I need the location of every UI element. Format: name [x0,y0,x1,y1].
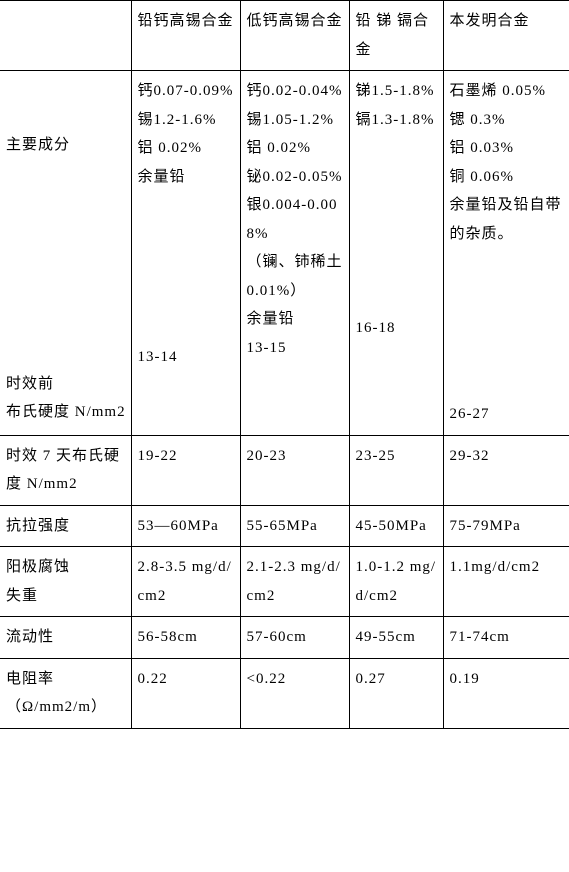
header-cell-blank [0,1,131,71]
cell: 0.27 [349,658,443,728]
cell: 71-74cm [443,617,569,659]
cell: 0.19 [443,658,569,728]
alloy-comparison-table: 铅钙高锡合金 低钙高锡合金 铅 锑 镉合金 本发明合金 主要成分 时效前 布氏硬… [0,0,569,729]
row-label: 阳极腐蚀 失重 [0,547,131,617]
cell: 锑1.5-1.8% 镉1.3-1.8% 16-18 [349,71,443,436]
cell: 45-50MPa [349,505,443,547]
row-label: 时效 7 天布氏硬度 N/mm2 [0,435,131,505]
cell: 23-25 [349,435,443,505]
cell: 0.22 [131,658,240,728]
table-header-row: 铅钙高锡合金 低钙高锡合金 铅 锑 镉合金 本发明合金 [0,1,569,71]
table-row: 抗拉强度 53—60MPa 55-65MPa 45-50MPa 75-79MPa [0,505,569,547]
cell: 20-23 [240,435,349,505]
header-cell: 铅钙高锡合金 [131,1,240,71]
cell: 2.1-2.3 mg/d/cm2 [240,547,349,617]
row-label: 抗拉强度 [0,505,131,547]
cell: 钙0.07-0.09% 锡1.2-1.6% 铝 0.02% 余量铅 13-14 [131,71,240,436]
cell: 57-60cm [240,617,349,659]
cell: 29-32 [443,435,569,505]
cell: 2.8-3.5 mg/d/cm2 [131,547,240,617]
cell: 石墨烯 0.05% 锶 0.3% 铝 0.03% 铜 0.06% 余量铅及铅自带… [443,71,569,436]
cell: 49-55cm [349,617,443,659]
cell: 56-58cm [131,617,240,659]
header-cell: 本发明合金 [443,1,569,71]
header-cell: 低钙高锡合金 [240,1,349,71]
header-cell: 铅 锑 镉合金 [349,1,443,71]
cell: <0.22 [240,658,349,728]
cell: 1.1mg/d/cm2 [443,547,569,617]
cell: 55-65MPa [240,505,349,547]
table-row: 流动性 56-58cm 57-60cm 49-55cm 71-74cm [0,617,569,659]
table-row: 电阻率 （Ω/mm2/m） 0.22 <0.22 0.27 0.19 [0,658,569,728]
cell: 19-22 [131,435,240,505]
row-label: 流动性 [0,617,131,659]
row-label: 电阻率 （Ω/mm2/m） [0,658,131,728]
cell: 钙0.02-0.04% 锡1.05-1.2% 铝 0.02% 铋0.02-0.0… [240,71,349,436]
row-label: 主要成分 时效前 布氏硬度 N/mm2 [0,71,131,436]
table-row: 阳极腐蚀 失重 2.8-3.5 mg/d/cm2 2.1-2.3 mg/d/cm… [0,547,569,617]
cell: 53—60MPa [131,505,240,547]
table-row: 时效 7 天布氏硬度 N/mm2 19-22 20-23 23-25 29-32 [0,435,569,505]
cell: 75-79MPa [443,505,569,547]
cell: 1.0-1.2 mg/d/cm2 [349,547,443,617]
